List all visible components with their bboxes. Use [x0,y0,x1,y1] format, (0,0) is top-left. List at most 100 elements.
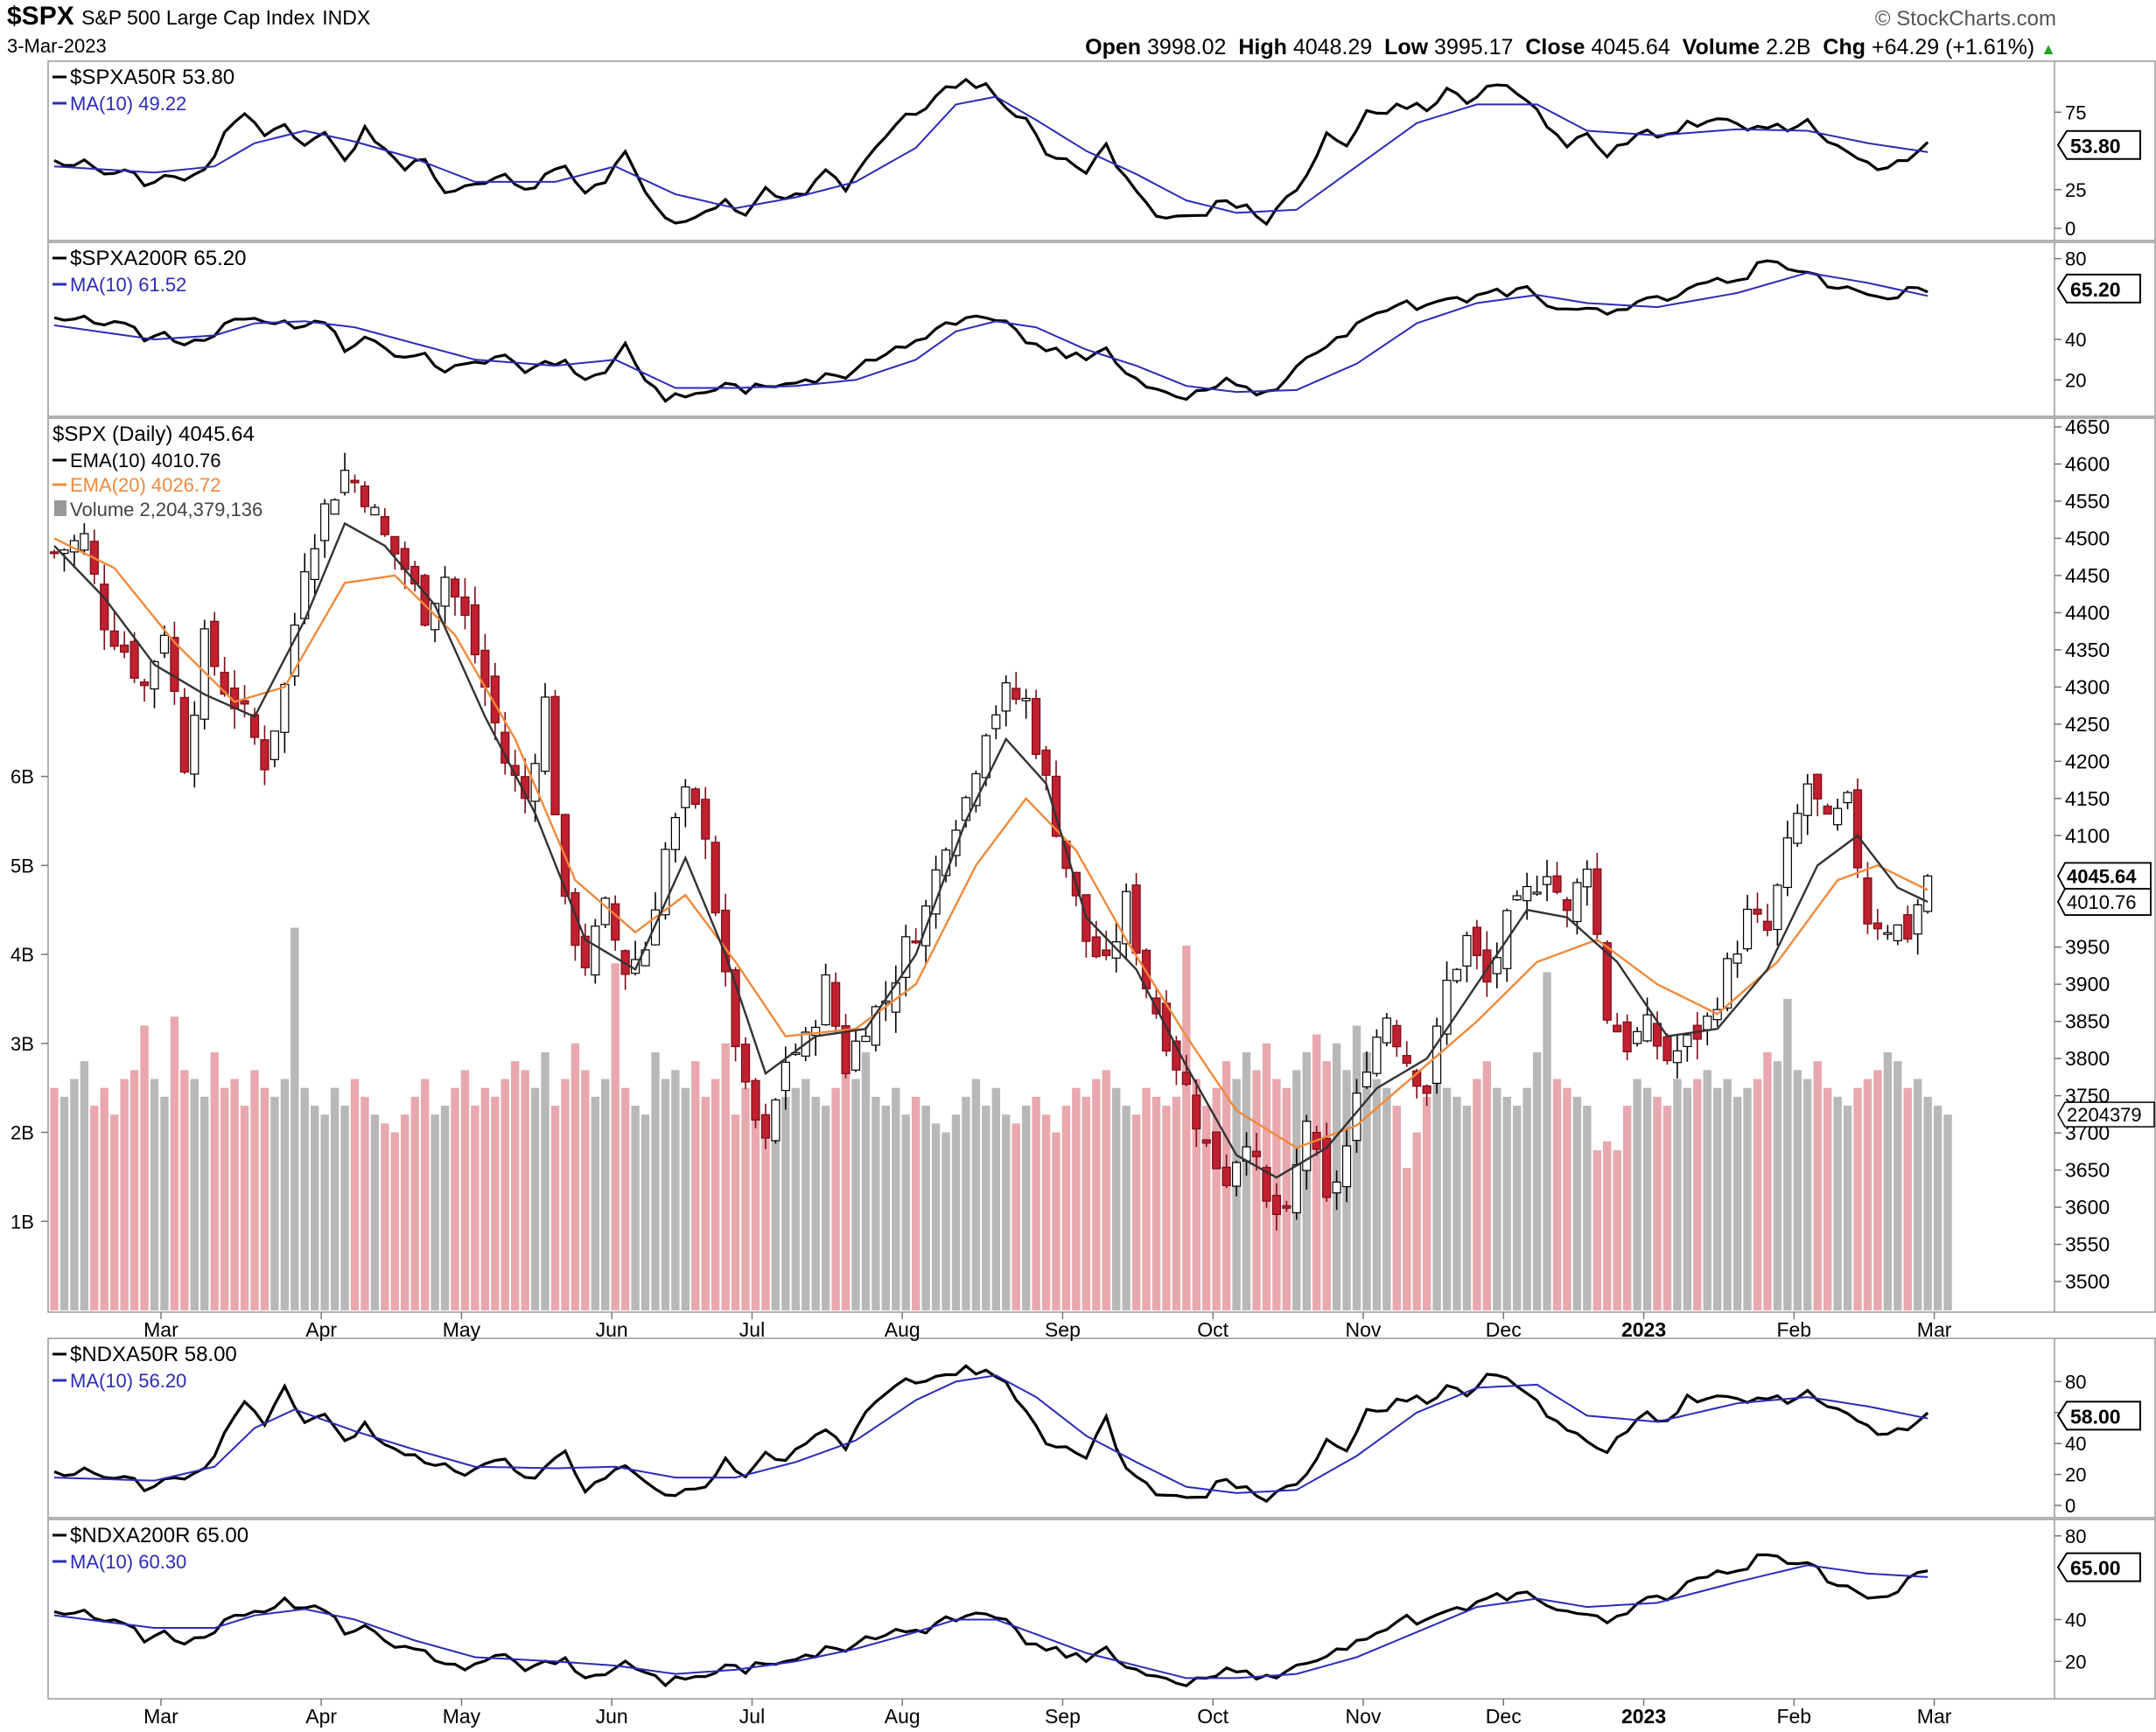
high-value: 4048.29 [1292,35,1373,59]
volume-bar [1592,1149,1601,1310]
volume-bar [541,1051,550,1310]
volume-bar [330,1087,340,1310]
candle-body [1452,968,1462,981]
candle-body [1061,840,1071,869]
candle-body [1131,884,1141,954]
volume-bar [751,1106,760,1310]
x-tick-label: Jul [739,1318,765,1341]
candle-body [951,829,961,856]
volume-bar [1372,1079,1382,1310]
candle-body [450,578,460,598]
candle-body [1222,1166,1231,1186]
candle-body [1212,1131,1222,1170]
volume-bar [1462,1106,1472,1310]
volume-bar [1522,1087,1531,1310]
candle-body [1652,1023,1662,1047]
volume-bar [811,1096,820,1310]
volume-bar [1493,1087,1502,1310]
volume-bar [611,963,620,1310]
volume-bar [130,1070,139,1310]
volume-bar [180,1070,189,1310]
volume-bar [1513,1106,1522,1310]
panel-ndxa200r: 20 40 80 $NDXA200R 65.00 MA(10) 60.30 65.00 [52,1524,2141,1688]
volume-bar [1002,1114,1011,1310]
legend-label: EMA(10) 4010.76 [70,450,220,471]
volume-bar [550,1106,560,1310]
volume-bar [921,1106,930,1310]
candle-body [120,644,130,653]
candle-body [1332,1181,1341,1194]
candle-body [100,583,109,631]
volume-bar [530,1087,540,1310]
x-tick-label: Apr [305,1318,337,1341]
stockcharts-brand[interactable]: © StockCharts.com [1874,7,2056,31]
volume-bar [160,1096,169,1310]
candle-body [1542,876,1552,885]
x-tick-label: Mar [144,1705,178,1728]
candle-body [1472,926,1482,957]
volume-bar [1783,998,1792,1310]
volume-bar [430,1114,439,1310]
volume-bar [1903,1087,1912,1310]
volume-bar [1442,1087,1452,1310]
candle-body [249,714,260,738]
candle-body [1001,681,1011,712]
candle-body [1782,837,1792,889]
candle-body [1021,697,1031,702]
volume-bar [1422,1096,1432,1310]
candle-body [760,1114,771,1139]
volume-value-label: 2204379 [2067,1104,2142,1126]
indicator-line [53,1553,1928,1688]
legend-label: MA(10) 60.30 [70,1551,186,1573]
volume-bar [1212,1087,1221,1310]
candle-body [1662,1036,1672,1062]
volume-bar [381,1123,389,1310]
candle-body [1642,1014,1652,1042]
ema10-value-label-box [2056,888,2152,916]
y-tick-label: 20 [2065,1464,2086,1486]
open-value: 3998.02 [1147,35,1227,59]
volume-bar [892,1087,900,1310]
ema10-line [53,521,1928,1179]
candle-body [1813,773,1823,800]
candle-body [280,683,290,733]
candle-body [1041,749,1051,776]
ma-line [53,95,1928,214]
ohlc-summary: Open 3998.02 High 4048.29 Low 3995.17 Cl… [1085,35,2056,60]
x-tick-label: 2023 [1621,1318,1666,1341]
volume-bar [120,1079,129,1310]
y-tick-label: 40 [2065,1433,2086,1455]
volume-bar [1352,1025,1362,1310]
candle-body [1492,957,1502,974]
candle-body [1703,1016,1712,1030]
candle-body [159,634,170,654]
volume-bar [60,1096,69,1310]
candle-body [340,470,350,493]
volume-bar [1082,1096,1091,1310]
last-close-label: 4045.64 [2067,865,2137,887]
y-tick-label: 40 [2065,329,2086,351]
volume-bar [681,1087,690,1310]
legend-label: EMA(20) 4026.72 [70,474,220,496]
candle-body [1582,869,1592,888]
candle-body [1532,891,1542,895]
volume-bar [460,1070,470,1310]
volume-bar [1102,1070,1110,1310]
volume-bar [761,1132,770,1310]
volume-bar [931,1123,941,1310]
symbol-title: $SPX S&P 500 Large Cap Index INDX [7,2,370,31]
volume-bar [1172,1096,1181,1310]
legend-label: Volume 2,204,379,136 [70,499,262,520]
volume-bar [802,1079,810,1310]
volume-bar [901,1114,910,1310]
x-tick-label: May [443,1318,481,1341]
y-tick-label: 80 [2065,1526,2086,1547]
volume-bar [1683,1087,1692,1310]
volume-bar [971,1079,981,1310]
exchange: INDX [322,6,371,29]
volume-bar [440,1106,450,1310]
volume-bar [581,1070,590,1310]
volume-bar [220,1087,229,1310]
volume-bar [370,1114,380,1310]
y-tick-label: 75 [2065,101,2086,123]
